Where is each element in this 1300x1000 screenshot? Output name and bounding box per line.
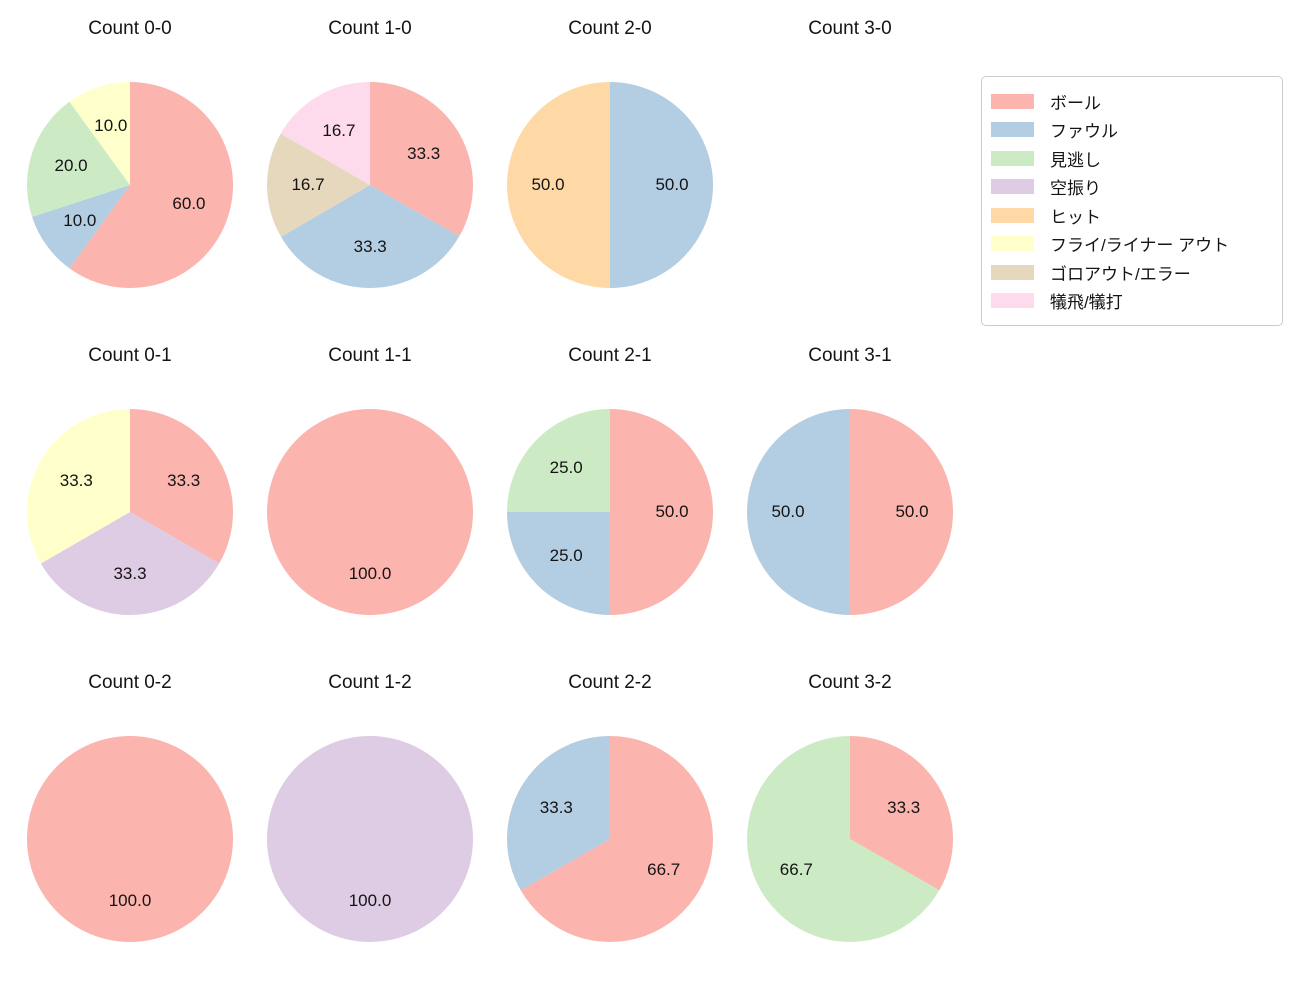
pie-count-0-0	[26, 82, 234, 288]
pie-slice-label: 16.7	[291, 175, 325, 195]
pie-slice-label: 50.0	[531, 175, 565, 194]
pie-slice-label: 50.0	[655, 502, 689, 521]
chart-title: Count 3-1	[808, 345, 892, 366]
called-strike-color-swatch	[991, 150, 1034, 166]
legend-item-ball: ボール	[991, 87, 1270, 116]
pie-slice-label: 66.7	[779, 860, 813, 880]
pie-count-1-0	[267, 82, 473, 288]
fly-liner-out-color-swatch	[991, 236, 1034, 252]
pie-count-3-0	[747, 82, 953, 288]
legend: ボール ファウル 見逃し 空振り ヒット フライ/ライナー アウト ゴロアウト/…	[981, 76, 1283, 326]
chart-count-2-0: Count 2-0 50.0 50.0	[490, 17, 730, 309]
chart-title: Count 2-0	[568, 18, 652, 39]
pie-slice-label: 33.3	[539, 797, 573, 817]
pie-slice-label: 33.3	[887, 797, 921, 817]
chart-count-2-2: Count 2-2 66.7 33.3	[490, 671, 730, 963]
chart-title: Count 0-2	[88, 672, 172, 693]
legend-label: フライ/ライナー アウト	[1050, 236, 1230, 256]
legend-item-fly-liner-out: フライ/ライナー アウト	[991, 230, 1270, 259]
pie-slice-label: 60.0	[172, 194, 206, 214]
pie-slice-label: 33.3	[353, 236, 387, 256]
legend-label: 空振り	[1050, 179, 1101, 199]
chart-title: Count 0-0	[88, 18, 172, 39]
legend-item-hit: ヒット	[991, 201, 1270, 230]
pie-count-1-2	[267, 736, 473, 942]
legend-item-sacrifice: 犠飛/犠打	[991, 287, 1270, 316]
chart-count-3-1: Count 3-1 50.0 50.0	[730, 344, 970, 636]
pie-count-2-0	[507, 82, 713, 288]
legend-item-swinging-strike: 空振り	[991, 173, 1270, 202]
pie-slice-label: 20.0	[54, 155, 88, 175]
pie-slice-label: 33.3	[167, 471, 201, 490]
chart-title: Count 1-1	[328, 345, 412, 366]
pie-slice-label: 33.3	[59, 471, 93, 490]
pie-count-3-2	[746, 736, 953, 942]
legend-item-groundout-error: ゴロアウト/エラー	[991, 258, 1270, 287]
pie-slice-label: 10.0	[94, 116, 128, 136]
pie-slice-label: 16.7	[322, 121, 356, 141]
pie-count-2-2	[507, 736, 714, 942]
pie-count-0-1	[27, 409, 233, 615]
pie-slice-label: 33.3	[407, 143, 441, 163]
chart-count-0-0: Count 0-0 60.0 10.0 20.0 10.0	[10, 17, 250, 309]
sacrifice-color-swatch	[991, 293, 1034, 309]
pie-slice-label: 100.0	[348, 564, 392, 583]
pie-slice-label: 50.0	[895, 502, 929, 521]
pie-slice-label: 50.0	[655, 175, 689, 194]
swinging-strike-color-swatch	[991, 179, 1034, 195]
chart-count-0-1: Count 0-1 33.3 33.3 33.3	[10, 344, 250, 636]
chart-count-1-2: Count 1-2 100.0	[250, 671, 490, 963]
pie-count-3-1	[747, 409, 953, 615]
pie-count-0-2	[27, 736, 233, 942]
legend-item-called-strike: 見逃し	[991, 144, 1270, 173]
pie-slice-label: 33.3	[113, 564, 147, 583]
pie-slice-label: 50.0	[771, 502, 805, 521]
pie-slice-label: 100.0	[348, 891, 392, 910]
pie-slice-label: 25.0	[549, 545, 583, 565]
legend-label: ファウル	[1050, 122, 1118, 142]
chart-title: Count 1-0	[328, 18, 412, 39]
hit-color-swatch	[991, 207, 1034, 223]
chart-count-1-1: Count 1-1 100.0	[250, 344, 490, 636]
pie-slice-label: 10.0	[63, 211, 97, 231]
chart-count-3-0: Count 3-0	[730, 17, 970, 309]
legend-label: ゴロアウト/エラー	[1050, 264, 1191, 284]
legend-label: ヒット	[1050, 207, 1101, 227]
chart-count-3-2: Count 3-2 33.3 66.7	[730, 671, 970, 963]
ball-color-swatch	[991, 93, 1034, 109]
pie-count-1-1	[267, 409, 473, 615]
chart-count-1-0: Count 1-0 33.3 33.3 16.7 16.7	[250, 17, 490, 309]
chart-title: Count 2-2	[568, 672, 652, 693]
chart-title: Count 3-0	[808, 18, 892, 39]
chart-title: Count 2-1	[568, 345, 652, 366]
legend-item-foul: ファウル	[991, 116, 1270, 145]
pie-count-2-1	[507, 409, 713, 615]
chart-count-0-2: Count 0-2 100.0	[10, 671, 250, 963]
chart-title: Count 0-1	[88, 345, 172, 366]
pie-slice-label: 100.0	[108, 891, 152, 910]
foul-color-swatch	[991, 122, 1034, 138]
legend-label: ボール	[1050, 93, 1101, 113]
groundout-error-color-swatch	[991, 264, 1034, 280]
legend-label: 見逃し	[1050, 150, 1101, 170]
chart-count-2-1: Count 2-1 50.0 25.0 25.0	[490, 344, 730, 636]
pie-slice-label: 66.7	[647, 860, 681, 880]
chart-title: Count 1-2	[328, 672, 412, 693]
pie-slice-label: 25.0	[549, 458, 583, 478]
legend-label: 犠飛/犠打	[1050, 293, 1123, 313]
chart-title: Count 3-2	[808, 672, 892, 693]
